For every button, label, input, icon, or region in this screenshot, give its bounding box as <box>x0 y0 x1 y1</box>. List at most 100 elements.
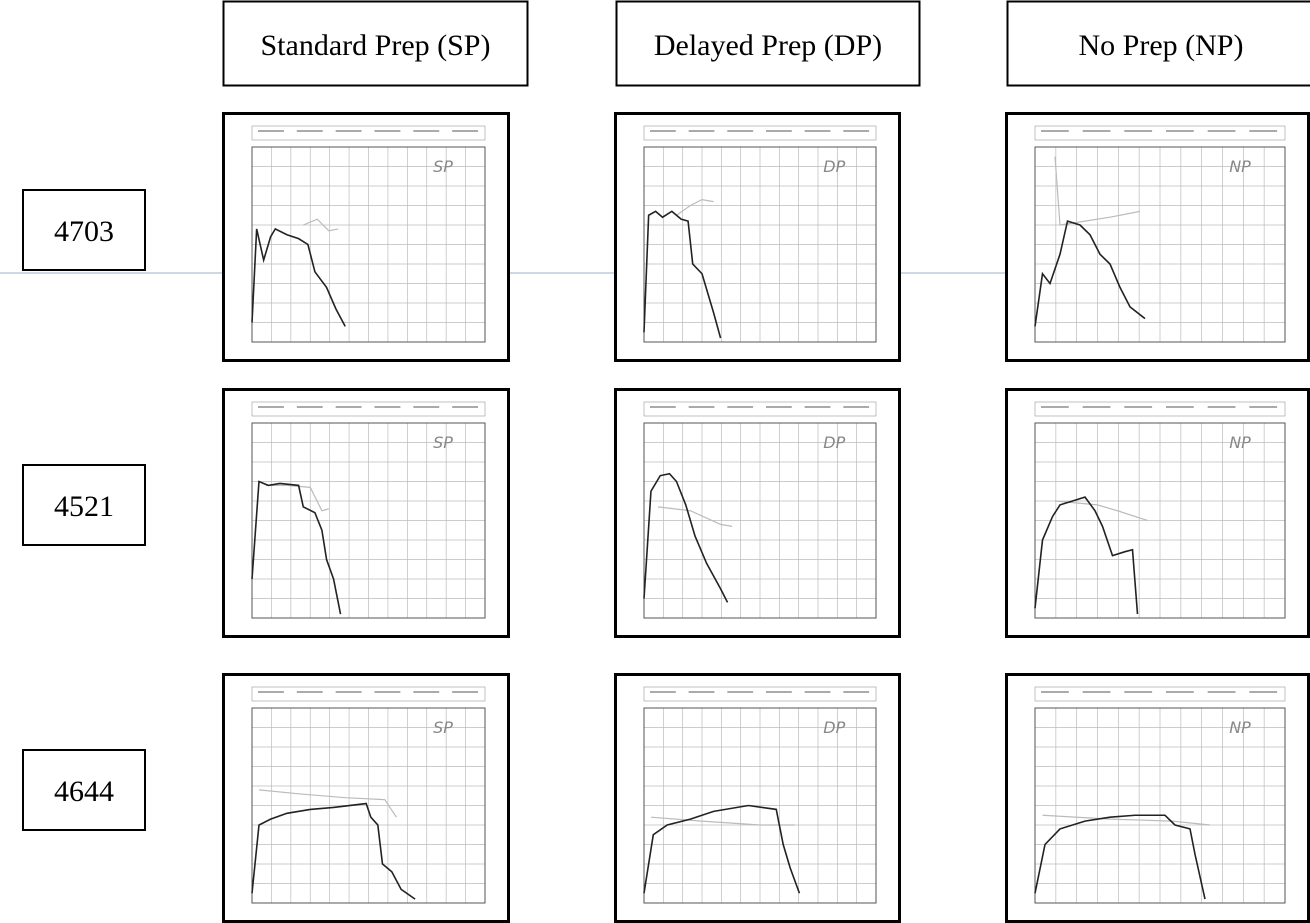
secondary-curve <box>1054 500 1148 522</box>
chart-header-text <box>650 406 676 408</box>
handwritten-note: NP <box>1229 157 1251 176</box>
row-label: 4521 <box>54 490 114 523</box>
chart-header-text <box>727 691 754 693</box>
flow-curve <box>251 802 416 900</box>
chart-header-text <box>727 406 754 408</box>
plot-frame <box>251 146 486 343</box>
chart-header-text <box>258 406 284 408</box>
chart-header-text <box>1124 406 1153 408</box>
chart-header-text <box>452 130 479 132</box>
chart-header-text <box>766 406 792 408</box>
chart-header-text <box>688 406 715 408</box>
row-label: 4644 <box>54 775 114 808</box>
chart-header-text <box>335 691 362 693</box>
secondary-curve <box>303 218 339 232</box>
chart-header-text <box>804 130 831 132</box>
flow-curve <box>643 472 729 603</box>
plot-frame <box>643 422 877 619</box>
chart-header-text <box>1249 691 1278 693</box>
chart-header-text <box>843 130 870 132</box>
handwritten-note: DP <box>823 157 845 176</box>
chart-header-text <box>413 691 440 693</box>
column-header: No Prep (NP) <box>1079 29 1244 62</box>
chart-header-strip <box>643 125 877 141</box>
handwritten-note: SP <box>433 157 453 176</box>
chart-header-text <box>1041 130 1069 132</box>
chart-header-strip <box>1034 686 1286 702</box>
row-label-box <box>22 749 146 831</box>
plot-frame <box>1034 422 1286 619</box>
row-label-box <box>22 189 146 271</box>
chart-panel <box>1005 112 1310 362</box>
chart-header-text <box>688 691 715 693</box>
flow-curve <box>1034 814 1206 900</box>
chart-header-text <box>1166 406 1194 408</box>
chart-header-strip <box>643 686 877 702</box>
flow-curve <box>1034 220 1146 327</box>
chart-header-text <box>1166 691 1194 693</box>
handwritten-note: DP <box>823 718 845 737</box>
chart-header-strip <box>251 686 486 702</box>
plot-frame <box>1034 146 1286 343</box>
chart-header-text <box>1166 130 1194 132</box>
handwritten-note: SP <box>433 718 453 737</box>
chart-header-text <box>413 406 440 408</box>
flow-curve <box>1034 496 1139 615</box>
chart-header-text <box>843 406 870 408</box>
row-label-box <box>22 464 146 546</box>
chart-panel <box>614 112 901 362</box>
handwritten-note: SP <box>433 433 453 452</box>
chart-header-text <box>1082 130 1111 132</box>
secondary-curve <box>650 816 795 826</box>
chart-panel <box>614 673 901 923</box>
chart-header-text <box>650 130 676 132</box>
chart-header-text <box>1041 406 1069 408</box>
column-header-box <box>222 0 529 87</box>
secondary-curve <box>1042 814 1211 826</box>
chart-panel <box>222 388 510 638</box>
chart-header-text <box>374 130 401 132</box>
chart-header-text <box>296 691 323 693</box>
chart-header-text <box>1249 406 1278 408</box>
chart-header-text <box>804 406 831 408</box>
plot-frame <box>251 707 486 904</box>
secondary-curve <box>265 484 330 512</box>
column-header-box <box>615 0 921 87</box>
chart-header-text <box>374 406 401 408</box>
flow-curve <box>643 804 801 894</box>
column-header: Standard Prep (SP) <box>261 29 491 62</box>
chart-header-text <box>1041 691 1069 693</box>
chart-header-strip <box>643 401 877 417</box>
flow-curve <box>251 227 346 327</box>
chart-header-text <box>766 691 792 693</box>
chart-header-text <box>1124 691 1153 693</box>
chart-header-text <box>452 406 479 408</box>
chart-header-text <box>1207 130 1236 132</box>
chart-panel <box>222 673 510 923</box>
chart-header-text <box>1082 691 1111 693</box>
chart-header-strip <box>251 125 486 141</box>
chart-header-text <box>1207 406 1236 408</box>
chart-header-text <box>296 406 323 408</box>
chart-panel <box>1005 388 1310 638</box>
secondary-curve <box>676 199 714 216</box>
chart-header-text <box>258 691 284 693</box>
chart-header-text <box>335 130 362 132</box>
chart-header-text <box>1207 691 1236 693</box>
chart-header-text <box>374 691 401 693</box>
chart-header-text <box>1082 406 1111 408</box>
chart-header-text <box>650 691 676 693</box>
chart-header-text <box>296 130 323 132</box>
handwritten-note: NP <box>1229 433 1251 452</box>
plot-frame <box>1034 707 1286 904</box>
column-header: Delayed Prep (DP) <box>654 29 882 62</box>
chart-panel <box>1005 673 1310 923</box>
secondary-curve <box>657 506 733 527</box>
flow-curve <box>643 210 722 339</box>
chart-panel <box>614 388 901 638</box>
handwritten-note: NP <box>1229 718 1251 737</box>
secondary-curve <box>1054 156 1141 226</box>
chart-header-text <box>804 691 831 693</box>
chart-header-text <box>335 406 362 408</box>
chart-header-text <box>843 691 870 693</box>
